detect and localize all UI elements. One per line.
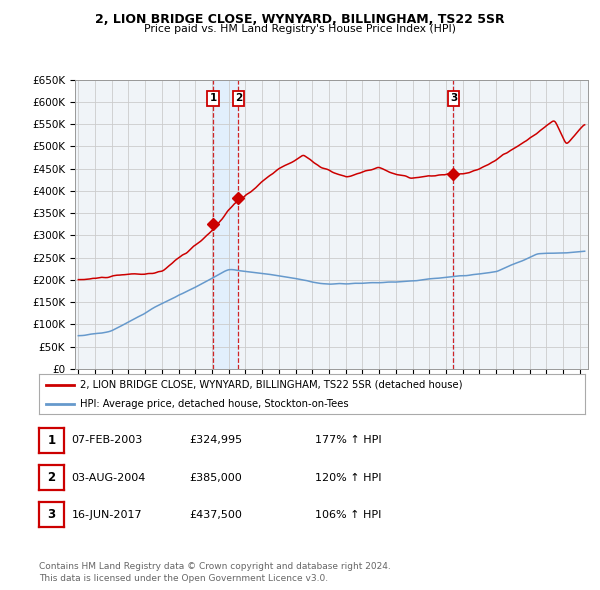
Text: £437,500: £437,500 — [189, 510, 242, 520]
Text: HPI: Average price, detached house, Stockton-on-Tees: HPI: Average price, detached house, Stoc… — [80, 399, 349, 409]
Text: 2, LION BRIDGE CLOSE, WYNYARD, BILLINGHAM, TS22 5SR (detached house): 2, LION BRIDGE CLOSE, WYNYARD, BILLINGHA… — [80, 380, 463, 390]
Text: 3: 3 — [450, 93, 457, 103]
Bar — [214, 80, 238, 369]
Text: £324,995: £324,995 — [189, 435, 242, 445]
Text: 16-JUN-2017: 16-JUN-2017 — [71, 510, 142, 520]
Text: 2, LION BRIDGE CLOSE, WYNYARD, BILLINGHAM, TS22 5SR: 2, LION BRIDGE CLOSE, WYNYARD, BILLINGHA… — [95, 13, 505, 26]
Text: 1: 1 — [210, 93, 217, 103]
Text: Price paid vs. HM Land Registry's House Price Index (HPI): Price paid vs. HM Land Registry's House … — [144, 24, 456, 34]
Text: £385,000: £385,000 — [189, 473, 242, 483]
Text: 2: 2 — [47, 471, 56, 484]
Text: 106% ↑ HPI: 106% ↑ HPI — [315, 510, 382, 520]
Text: 03-AUG-2004: 03-AUG-2004 — [71, 473, 146, 483]
Text: 2: 2 — [235, 93, 242, 103]
Text: 3: 3 — [47, 508, 56, 522]
Text: 07-FEB-2003: 07-FEB-2003 — [71, 435, 143, 445]
Text: 177% ↑ HPI: 177% ↑ HPI — [315, 435, 382, 445]
Text: 120% ↑ HPI: 120% ↑ HPI — [315, 473, 382, 483]
Text: Contains HM Land Registry data © Crown copyright and database right 2024.
This d: Contains HM Land Registry data © Crown c… — [39, 562, 391, 583]
Text: 1: 1 — [47, 434, 56, 447]
